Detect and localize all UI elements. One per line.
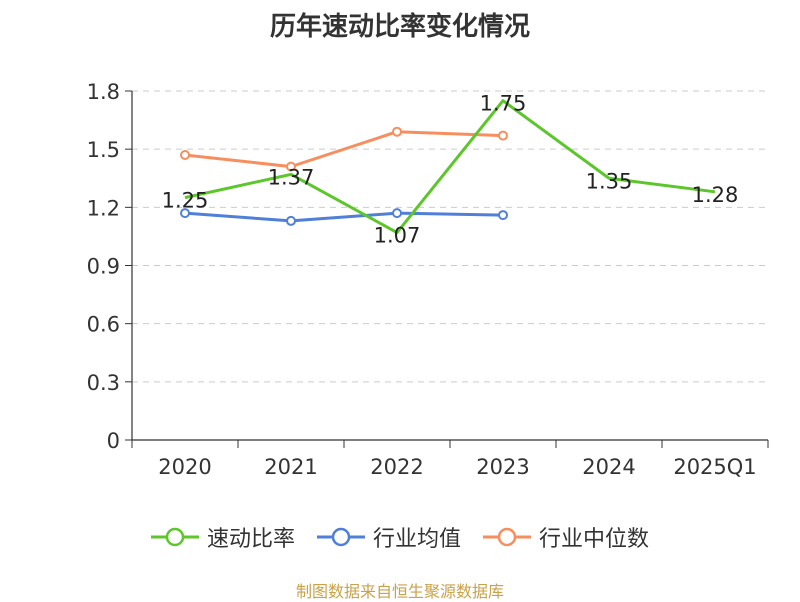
legend-item-quick-ratio[interactable]: 速动比率 <box>150 521 295 553</box>
series-line <box>184 99 716 235</box>
legend-item-industry-median[interactable]: 行业中位数 <box>483 521 649 553</box>
legend-label: 行业中位数 <box>539 527 650 552</box>
x-tick-label: 2022 <box>370 455 423 479</box>
y-tick-label: 1.8 <box>87 80 120 104</box>
data-point <box>392 208 402 219</box>
x-tick-label: 2020 <box>158 455 211 479</box>
data-label: 1.28 <box>692 183 739 207</box>
data-label: 1.25 <box>162 189 209 213</box>
grid-lines <box>132 90 768 383</box>
x-tick-label: 2025Q1 <box>673 455 756 479</box>
legend-label: 行业均值 <box>372 527 461 552</box>
series-lines <box>180 99 716 235</box>
data-point <box>498 130 508 141</box>
legend-line-marker-icon <box>150 527 199 547</box>
y-tick-label: 1.2 <box>87 196 120 220</box>
y-tick-label: 0.9 <box>87 255 120 279</box>
y-tick-label: 0 <box>107 429 120 453</box>
series-line <box>184 211 504 223</box>
x-tick-label: 2023 <box>476 455 529 479</box>
data-label: 1.37 <box>268 165 315 189</box>
data-point <box>286 215 296 226</box>
legend-line-marker-icon <box>316 527 365 547</box>
x-tick-label: 2021 <box>264 455 317 479</box>
data-label: 1.07 <box>374 224 421 248</box>
data-point <box>180 208 190 219</box>
data-labels: 1.25 1.37 1.07 1.75 1.35 1.28 <box>162 92 739 248</box>
legend-line-marker-icon <box>483 527 531 547</box>
legend: 速动比率 行业均值 行业中位数 <box>0 520 800 554</box>
data-point <box>498 210 508 221</box>
series-line <box>184 130 504 169</box>
data-point <box>286 161 296 172</box>
data-label: 1.35 <box>586 169 633 193</box>
legend-item-industry-mean[interactable]: 行业均值 <box>316 521 461 553</box>
legend-label: 速动比率 <box>206 527 295 552</box>
y-tick-label: 1.5 <box>87 138 120 162</box>
data-point <box>180 149 190 160</box>
y-tick-label: 0.3 <box>87 371 120 395</box>
x-tick-label: 2024 <box>582 455 635 479</box>
chart-title: 历年速动比率变化情况 <box>269 12 530 42</box>
y-tick-label: 0.6 <box>87 313 120 337</box>
data-source-note: 制图数据来自恒生聚源数据库 <box>295 582 504 601</box>
axes: 0 0.3 0.6 0.9 1.2 1.5 1.8 2020 2021 2022 2023 2024 2… <box>87 80 769 479</box>
data-point <box>392 126 402 137</box>
data-label: 1.75 <box>480 92 527 116</box>
